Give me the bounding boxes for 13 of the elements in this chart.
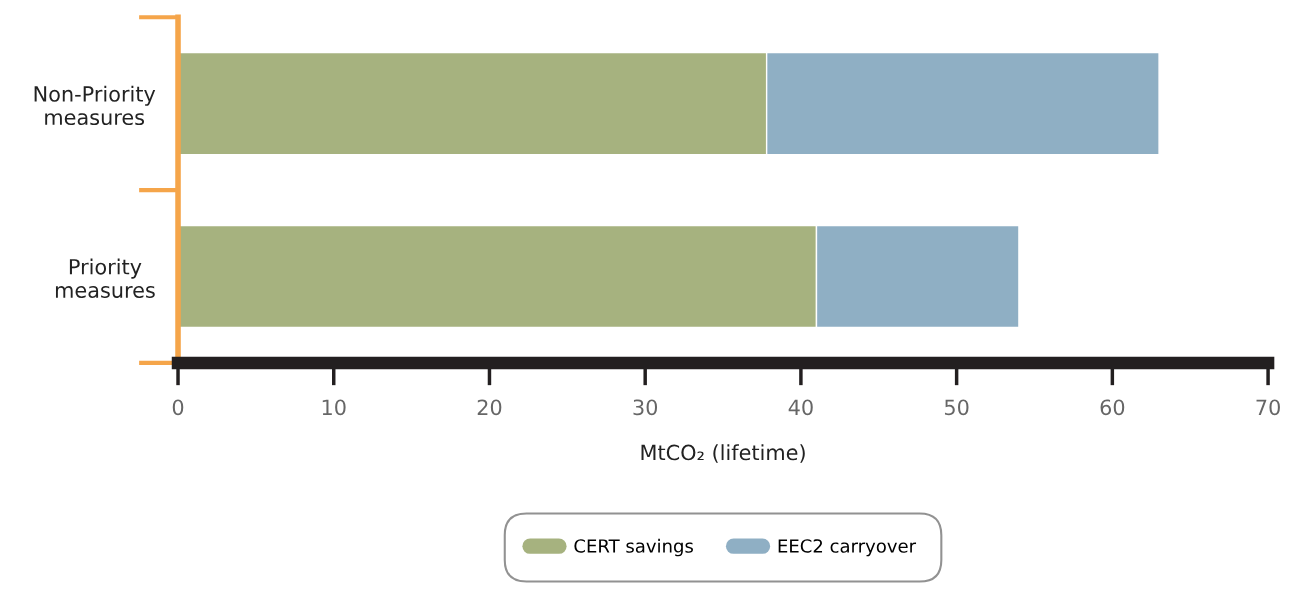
x-tick-label: 10 [322,399,346,416]
x-tick-label: 50 [944,399,969,416]
x-axis-title: MtCO₂ (lifetime) [641,444,805,463]
x-tick-label: 30 [633,399,658,416]
x-tick-label: 0 [172,399,184,416]
y-tick-label: Priority measures [55,258,155,298]
legend-label: CERT savings [574,538,693,557]
legend-label: EEC2 carryover [778,539,917,557]
x-tick-label: 20 [477,399,502,416]
y-tick-label: Non-Priority measures [34,85,156,126]
x-tick-label: 40 [788,399,813,416]
x-tick-label: 60 [1100,399,1125,416]
x-tick-label: 70 [1256,399,1280,416]
